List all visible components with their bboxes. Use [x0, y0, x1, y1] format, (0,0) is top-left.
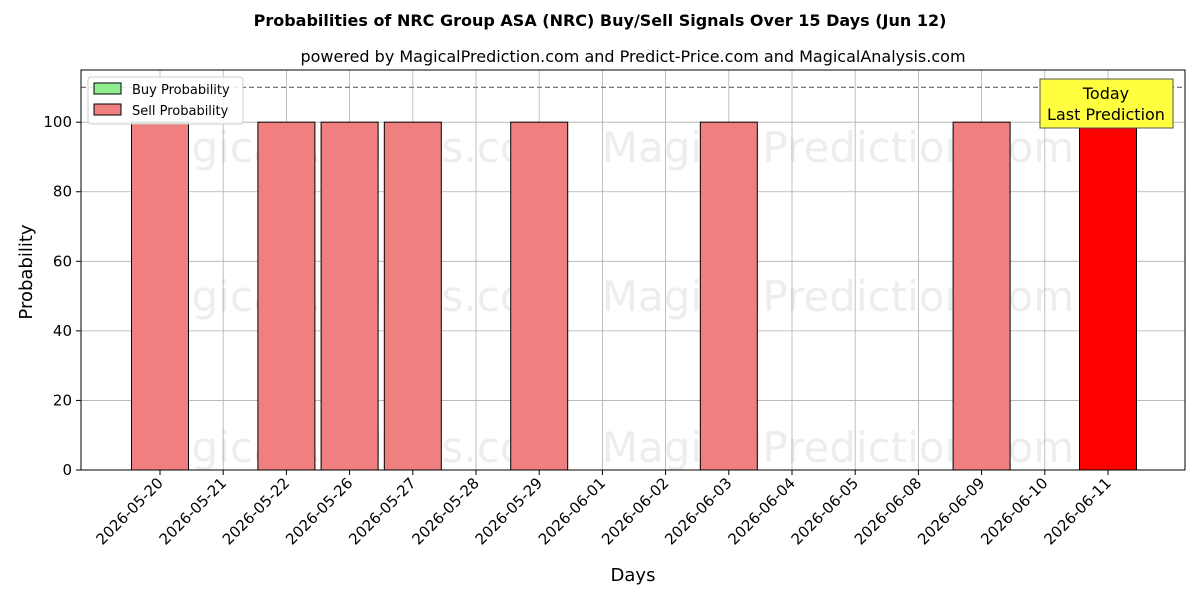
sell-bar	[952, 121, 1011, 471]
x-tick-label: 2026-06-03	[661, 474, 735, 548]
x-tick-label: 2026-06-09	[914, 474, 988, 548]
x-tick-label: 2026-05-28	[408, 474, 482, 548]
annotation-line1: Today	[1082, 84, 1129, 103]
sell-bar	[383, 121, 442, 471]
sell-bar	[699, 121, 758, 471]
y-tick-label: 0	[62, 461, 72, 479]
x-tick-label: 2026-06-05	[788, 474, 862, 548]
legend-label: Sell Probability	[132, 104, 229, 119]
x-tick-label: 2026-05-27	[345, 474, 419, 548]
x-tick-label: 2026-06-10	[977, 474, 1051, 548]
y-tick-label: 100	[43, 113, 72, 131]
legend-label: Buy Probability	[132, 83, 230, 98]
x-tick-label: 2026-06-01	[535, 474, 609, 548]
x-axis-label: Days	[611, 565, 656, 586]
x-tick-label: 2026-06-04	[724, 474, 798, 548]
today-annotation: Today Last Prediction	[1039, 78, 1174, 129]
x-tick-label: 2026-06-08	[851, 474, 925, 548]
legend-swatch	[93, 103, 122, 116]
legend: Buy Probability Sell Probability	[87, 76, 244, 125]
highlighted-sell-bar	[1079, 121, 1137, 471]
y-tick-label: 60	[53, 252, 72, 270]
x-tick-label: 2026-05-26	[282, 474, 356, 548]
annotation-box	[1039, 78, 1174, 129]
chart-subtitle: powered by MagicalPrediction.com and Pre…	[300, 47, 965, 66]
x-tick-label: 2026-05-29	[472, 474, 546, 548]
x-tick-label: 2026-06-02	[598, 474, 672, 548]
y-axis-label: Probability	[16, 224, 37, 319]
sell-bar	[257, 121, 316, 471]
legend-swatch	[93, 82, 122, 95]
y-tick-label: 20	[53, 391, 72, 409]
annotation-line2: Last Prediction	[1047, 105, 1165, 124]
x-tick-label: 2026-05-22	[219, 474, 293, 548]
sell-bar	[510, 121, 569, 471]
x-tick-label: 2026-05-20	[92, 474, 166, 548]
legend-box	[87, 76, 244, 125]
x-tick-label: 2026-05-21	[156, 474, 230, 548]
plot-frame	[80, 69, 1186, 471]
sell-bar	[320, 121, 379, 471]
chart-title: Probabilities of NRC Group ASA (NRC) Buy…	[254, 11, 947, 30]
y-tick-label: 80	[53, 183, 72, 201]
x-tick-label: 2026-06-11	[1040, 474, 1114, 548]
plot-area: MagicalAnalysis.comMagicalPrediction.com…	[43, 69, 1186, 548]
y-tick-label: 40	[53, 322, 72, 340]
sell-bar	[131, 121, 189, 471]
